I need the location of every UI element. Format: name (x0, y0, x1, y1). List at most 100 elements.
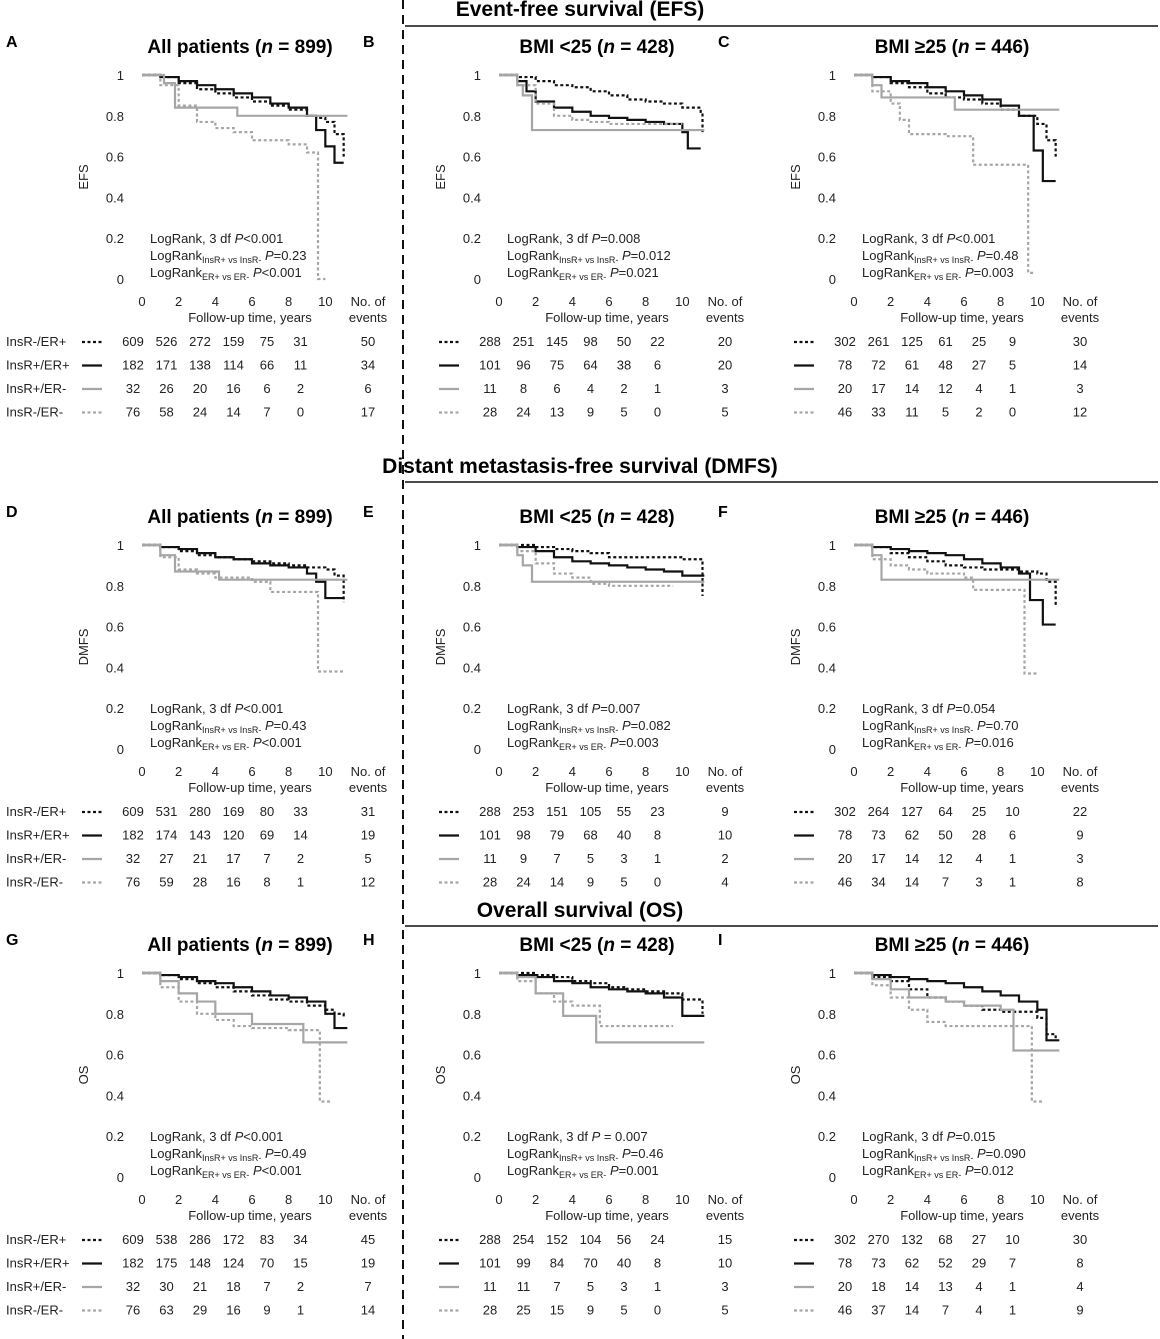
x-tick-label: 0 (850, 764, 857, 779)
stat-subscript: InsR+ vs InsR- (559, 725, 618, 735)
y-tick-label: 1 (474, 538, 481, 553)
stat-p-symbol: P (622, 248, 631, 263)
event-count: 9 (1076, 1303, 1083, 1318)
at-risk-count: 2 (297, 851, 304, 866)
y-tick-label: 0.8 (106, 109, 124, 124)
at-risk-count: 64 (938, 804, 952, 819)
stat-subscript: ER+ vs ER- (559, 272, 606, 282)
at-risk-count: 9 (263, 1303, 270, 1318)
x-tick-label: 10 (318, 764, 332, 779)
title-text: = 428) (615, 37, 675, 58)
event-count: 19 (361, 1256, 375, 1271)
title-text: = 899) (273, 507, 333, 528)
at-risk-count: 2 (975, 405, 982, 420)
y-tick-label: 0 (117, 272, 124, 287)
at-risk-count: 145 (546, 334, 568, 349)
y-tick-label: 0 (829, 1170, 836, 1185)
at-risk-count: 5 (620, 405, 627, 420)
at-risk-count: 1 (1009, 875, 1016, 890)
stat-p-symbol: P (947, 701, 956, 716)
event-count: 3 (721, 1279, 728, 1294)
km-curve-insr-er- (499, 543, 705, 577)
at-risk-count: 151 (546, 804, 568, 819)
x-tick-label: 8 (642, 1192, 649, 1207)
at-risk-count: 61 (905, 358, 919, 373)
at-risk-count: 23 (650, 804, 664, 819)
stat-main: LogRank (150, 1146, 203, 1161)
at-risk-count: 4 (975, 1279, 982, 1294)
stat-p-value: =0.003 (974, 265, 1014, 280)
stat-main: LogRank, 3 df (507, 1129, 592, 1144)
stat-subscript: InsR+ vs InsR- (202, 255, 261, 265)
at-risk-count: 9 (587, 875, 594, 890)
y-tick-label: 1 (117, 966, 124, 981)
at-risk-count: 29 (193, 1303, 207, 1318)
at-risk-count: 5 (620, 1303, 627, 1318)
at-risk-count: 302 (834, 1232, 856, 1247)
at-risk-count: 21 (193, 1279, 207, 1294)
panel-letter: F (718, 504, 728, 521)
y-axis-label: EFS (788, 164, 803, 190)
at-risk-count: 55 (617, 804, 631, 819)
y-tick-label: 0.4 (818, 190, 836, 205)
stat-main: LogRank (862, 735, 915, 750)
x-axis-label: Follow-up time, years (545, 780, 669, 795)
logrank-stat: LogRankER+ vs ER- P=0.001 (507, 1163, 659, 1180)
y-tick-label: 0.2 (818, 1129, 836, 1144)
logrank-stat: LogRankER+ vs ER- P<0.001 (150, 735, 302, 752)
stat-p-symbol: P (610, 1163, 619, 1178)
at-risk-count: 17 (871, 851, 885, 866)
stat-main: LogRank, 3 df (862, 1129, 947, 1144)
x-tick-label: 4 (212, 764, 219, 779)
at-risk-count: 46 (838, 405, 852, 420)
at-risk-count: 48 (938, 358, 952, 373)
y-tick-label: 0.2 (463, 231, 481, 246)
stat-p-symbol: P (977, 248, 986, 263)
at-risk-count: 76 (126, 1303, 140, 1318)
x-tick-label: 8 (997, 294, 1004, 309)
stat-main: LogRank (507, 1146, 560, 1161)
stat-p-symbol: P (265, 718, 274, 733)
at-risk-count: 28 (483, 875, 497, 890)
at-risk-count: 14 (293, 828, 307, 843)
x-axis-label: Follow-up time, years (188, 780, 312, 795)
group-label: InsR-/ER+ (6, 1232, 66, 1247)
event-count: 45 (361, 1232, 375, 1247)
title-text: = 446) (970, 935, 1030, 956)
y-tick-label: 0.2 (818, 701, 836, 716)
logrank-stat: LogRankInsR+ vs InsR- P=0.49 (150, 1146, 307, 1163)
events-header: No. of (351, 294, 386, 309)
panel-title: All patients (n = 899) (147, 935, 332, 956)
title-text: = 446) (970, 37, 1030, 58)
stat-p-symbol: P (610, 735, 619, 750)
at-risk-count: 286 (189, 1232, 211, 1247)
stat-p-symbol: P (235, 231, 244, 246)
x-tick-label: 0 (495, 1192, 502, 1207)
at-risk-count: 18 (871, 1279, 885, 1294)
at-risk-count: 40 (617, 1256, 631, 1271)
at-risk-count: 70 (583, 1256, 597, 1271)
km-panel-G: G All patients (n = 899)OS00.20.40.60.810… (6, 932, 388, 1318)
at-risk-count: 24 (516, 875, 530, 890)
y-tick-label: 0.8 (818, 109, 836, 124)
group-label: InsR+/ER+ (6, 358, 70, 373)
stat-p-value: <0.001 (262, 1163, 302, 1178)
at-risk-count: 16 (226, 381, 240, 396)
at-risk-count: 10 (1005, 804, 1019, 819)
at-risk-count: 4 (587, 381, 594, 396)
logrank-stat: LogRankInsR+ vs InsR- P=0.43 (150, 718, 307, 735)
at-risk-count: 138 (189, 358, 211, 373)
at-risk-count: 46 (838, 1303, 852, 1318)
stat-p-value: <0.001 (262, 265, 302, 280)
x-axis-label: Follow-up time, years (900, 780, 1024, 795)
x-tick-label: 4 (569, 1192, 576, 1207)
at-risk-count: 5 (587, 1279, 594, 1294)
event-count: 3 (721, 381, 728, 396)
events-header: No. of (708, 764, 743, 779)
stat-p-value: =0.49 (274, 1146, 307, 1161)
y-tick-label: 0.2 (106, 701, 124, 716)
x-tick-label: 4 (924, 764, 931, 779)
at-risk-count: 302 (834, 804, 856, 819)
x-tick-label: 4 (569, 294, 576, 309)
